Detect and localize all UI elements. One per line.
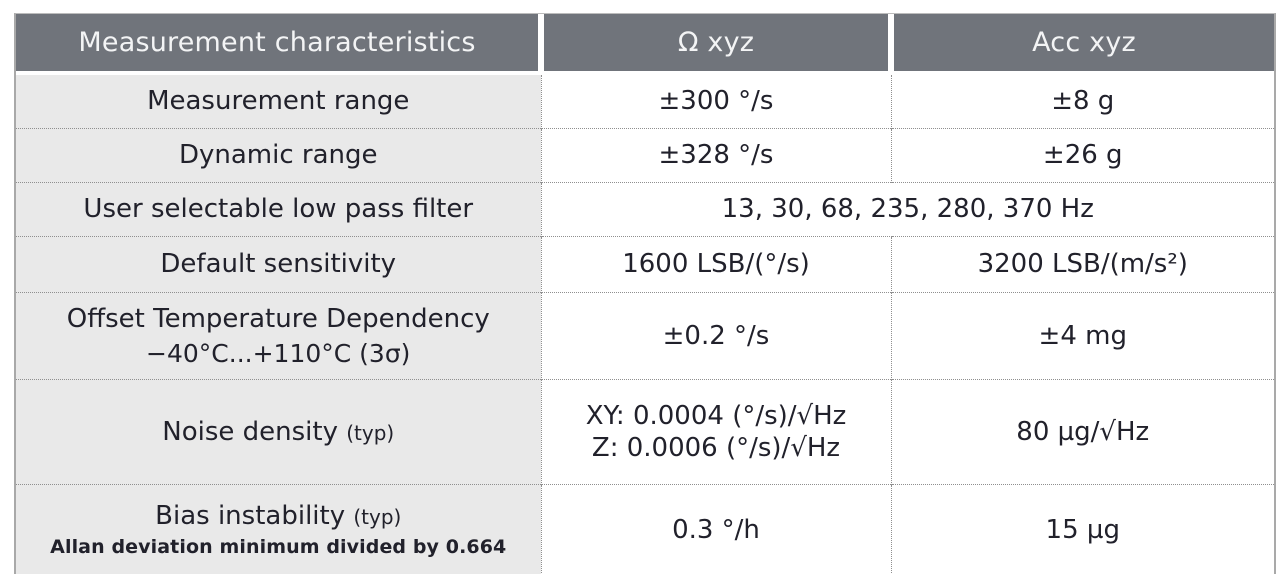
cell-offset-temp-acc: ±4 mg — [890, 292, 1274, 380]
cell-dynamic-range-label: Dynamic range — [16, 128, 541, 183]
cell-low-pass-filter-label: User selectable low pass filter — [16, 182, 541, 237]
cell-default-sensitivity-omega: 1600 LSB/(°/s) — [540, 236, 891, 293]
cell-dynamic-range-omega: ±328 °/s — [540, 128, 891, 183]
noise-density-omega-z: Z: 0.0006 (°/s)/√Hz — [591, 433, 841, 463]
offset-temp-label-line2: −40°C...+110°C (3σ) — [146, 338, 411, 368]
cell-low-pass-filter-values: 13, 30, 68, 235, 280, 370 Hz — [540, 182, 1274, 237]
cell-default-sensitivity-acc: 3200 LSB/(m/s²) — [890, 236, 1274, 293]
header-acc-xyz: Acc xyz — [888, 14, 1274, 75]
noise-density-label-text: Noise density — [162, 416, 338, 447]
noise-density-omega-xy: XY: 0.0004 (°/s)/√Hz — [585, 400, 847, 431]
cell-offset-temp-label: Offset Temperature Dependency −40°C...+1… — [16, 292, 541, 380]
offset-temp-label-line1: Offset Temperature Dependency — [66, 304, 490, 335]
table-row-measurement-range: Measurement range ±300 °/s ±8 g — [16, 73, 1274, 129]
cell-default-sensitivity-label: Default sensitivity — [16, 236, 541, 293]
table-row-bias-instability: Bias instability (typ) Allan deviation m… — [16, 484, 1274, 574]
table-row-noise-density: Noise density (typ) XY: 0.0004 (°/s)/√Hz… — [16, 379, 1274, 485]
cell-offset-temp-omega: ±0.2 °/s — [540, 292, 891, 380]
header-row: Measurement characteristics Ω xyz Acc xy… — [16, 14, 1274, 75]
header-omega-xyz: Ω xyz — [538, 14, 891, 75]
cell-noise-density-label: Noise density (typ) — [16, 379, 541, 485]
spec-table-frame: Measurement characteristics Ω xyz Acc xy… — [14, 13, 1276, 574]
bias-instability-allan-note: Allan deviation minimum divided by 0.664 — [50, 535, 507, 558]
cell-measurement-range-acc: ±8 g — [890, 73, 1274, 129]
table-row-offset-temperature-dependency: Offset Temperature Dependency −40°C...+1… — [16, 292, 1274, 380]
bias-instability-typ-note: (typ) — [353, 505, 402, 530]
cell-dynamic-range-acc: ±26 g — [890, 128, 1274, 183]
cell-bias-instability-omega: 0.3 °/h — [540, 484, 891, 574]
cell-bias-instability-label: Bias instability (typ) Allan deviation m… — [16, 484, 541, 574]
table-row-low-pass-filter: User selectable low pass filter 13, 30, … — [16, 182, 1274, 237]
header-measurement-characteristics: Measurement characteristics — [16, 14, 541, 75]
cell-noise-density-omega: XY: 0.0004 (°/s)/√Hz Z: 0.0006 (°/s)/√Hz — [540, 379, 891, 485]
measurement-spec-table: Measurement characteristics Ω xyz Acc xy… — [16, 14, 1274, 574]
table-row-default-sensitivity: Default sensitivity 1600 LSB/(°/s) 3200 … — [16, 236, 1274, 293]
cell-bias-instability-acc: 15 µg — [890, 484, 1274, 574]
table-row-dynamic-range: Dynamic range ±328 °/s ±26 g — [16, 128, 1274, 183]
cell-measurement-range-label: Measurement range — [16, 73, 541, 129]
noise-density-typ-note: (typ) — [346, 420, 395, 445]
cell-noise-density-acc: 80 µg/√Hz — [890, 379, 1274, 485]
bias-instability-label-text: Bias instability — [155, 501, 346, 532]
cell-measurement-range-omega: ±300 °/s — [540, 73, 891, 129]
